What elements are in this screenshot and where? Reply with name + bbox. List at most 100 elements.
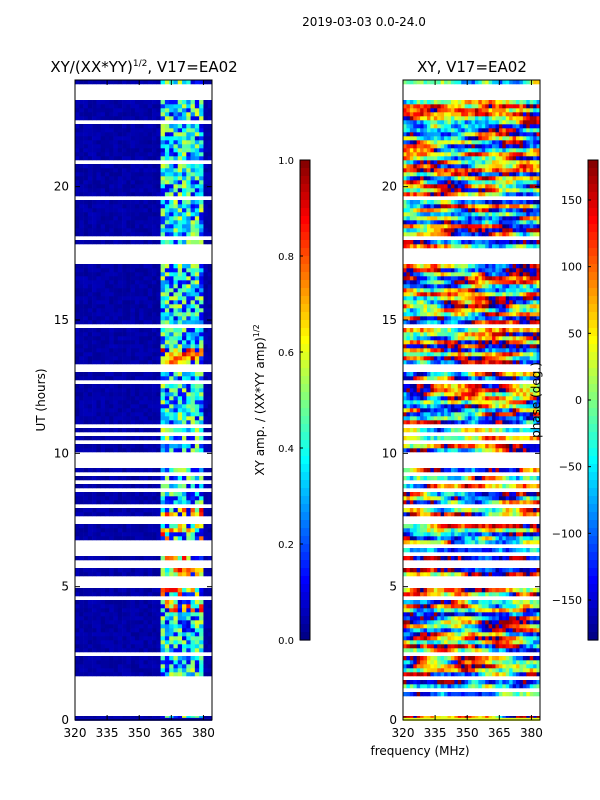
phase-cell: [505, 656, 510, 661]
amp-cell: [152, 612, 157, 617]
phase-cell: [512, 656, 517, 661]
amp-cell: [139, 264, 144, 269]
phase-cell: [478, 508, 483, 513]
amp-cell: [134, 372, 140, 377]
amp-cell: [173, 492, 179, 497]
amp-cell: [147, 240, 153, 245]
amp-cell: [79, 608, 84, 613]
phase-cell: [505, 648, 510, 653]
phase-cell: [529, 628, 534, 633]
amp-cell: [203, 284, 209, 289]
phase-cell: [454, 528, 459, 533]
amp-cell: [152, 428, 157, 433]
phase-cell: [526, 608, 531, 613]
amp-cell: [156, 624, 161, 629]
amp-cell: [160, 164, 166, 169]
amp-cell: [156, 536, 161, 541]
amp-colorbar-segment: [300, 480, 310, 489]
amp-cell: [87, 304, 93, 309]
amp-cell: [143, 144, 149, 149]
amp-cell: [139, 148, 144, 153]
phase-cell: [457, 616, 462, 621]
amp-cell: [92, 140, 97, 145]
amp-cell: [79, 328, 84, 333]
amp-cell: [203, 304, 209, 309]
amp-cell: [79, 308, 84, 313]
amp-cell: [207, 372, 213, 377]
amp-cell: [203, 624, 209, 629]
amp-cell: [199, 416, 204, 421]
phase-cell: [461, 604, 465, 609]
amp-cell: [199, 356, 204, 361]
amp-cell: [87, 396, 93, 401]
amp-cell: [96, 608, 101, 613]
phase-cell: [450, 532, 455, 537]
amp-cell: [156, 556, 161, 561]
phase-cell: [533, 532, 537, 537]
amp-cell: [173, 508, 179, 513]
amp-cell: [199, 128, 204, 133]
amp-cell: [182, 556, 187, 561]
amp-cell: [109, 316, 114, 321]
phase-cell: [420, 572, 424, 577]
amp-cell: [100, 332, 106, 337]
amp-cell: [207, 468, 213, 473]
phase-cell: [481, 512, 486, 517]
phase-cell: [406, 616, 411, 621]
amp-cell: [100, 192, 106, 197]
amp-cell: [117, 308, 123, 313]
phase-cell: [420, 656, 424, 661]
amp-cell: [96, 172, 101, 177]
amp-cell: [173, 176, 179, 181]
amp-cell: [96, 392, 101, 397]
amp-cell: [87, 476, 93, 481]
phase-cell: [420, 536, 424, 541]
amp-cell: [169, 184, 174, 189]
phase-cell: [461, 648, 465, 653]
phase-cell: [426, 548, 431, 553]
phase-cell: [502, 692, 507, 697]
amp-cell: [160, 312, 166, 317]
phase-cell: [416, 532, 421, 537]
amp-cell: [139, 492, 144, 497]
amp-cell: [156, 668, 161, 673]
amp-cell: [147, 136, 153, 141]
amp-cell: [92, 620, 97, 625]
amp-cell: [113, 484, 119, 489]
phase-cell: [461, 532, 465, 537]
phase-cell: [516, 648, 520, 653]
amp-cell: [87, 140, 93, 145]
phase-cell: [492, 608, 496, 613]
amp-cell: [182, 152, 187, 157]
amp-cell: [92, 328, 97, 333]
amp-cell: [199, 468, 204, 473]
amp-cell: [207, 512, 213, 517]
amp-cell: [152, 468, 157, 473]
amp-cell: [79, 204, 84, 209]
amp-cell: [203, 340, 209, 345]
phase-cell: [423, 648, 428, 653]
amp-cell: [186, 172, 191, 177]
phase-cell: [522, 648, 527, 653]
amp-cell: [177, 468, 183, 473]
amp-cell: [139, 572, 144, 577]
phase-cell: [461, 668, 465, 673]
phase-cell: [409, 540, 414, 545]
phase-cell: [516, 608, 520, 613]
amp-cell: [186, 212, 191, 217]
amp-cell: [190, 444, 196, 449]
amp-cell: [190, 664, 196, 669]
amp-cell: [122, 116, 127, 121]
phase-cell: [536, 548, 541, 553]
phase-cell: [474, 536, 479, 541]
amp-cell: [113, 172, 119, 177]
amp-cell: [100, 532, 106, 537]
amp-cell: [75, 352, 80, 357]
amp-cell: [186, 208, 191, 213]
phase-cell: [444, 684, 448, 689]
phase-cell: [529, 632, 534, 637]
phase-cell: [498, 644, 503, 649]
amp-cell: [194, 284, 200, 289]
phase-cell: [461, 640, 465, 645]
amp-cell: [104, 388, 110, 393]
